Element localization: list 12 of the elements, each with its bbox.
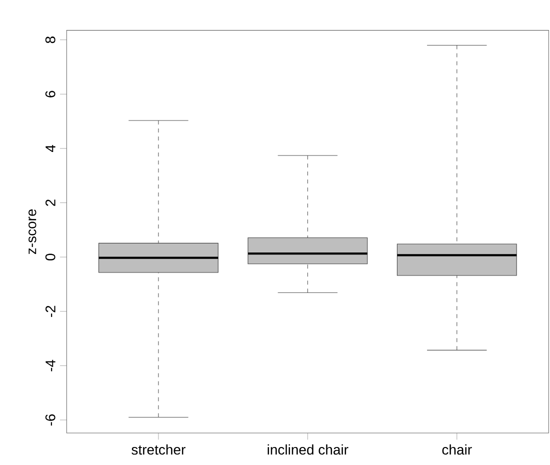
y-tick-label: 4 — [46, 144, 56, 152]
y-tick-label: 6 — [45, 90, 56, 98]
x-tick-label: chair — [442, 444, 472, 455]
y-axis-title: z-score — [28, 209, 36, 254]
x-tick-label: inclined chair — [268, 444, 348, 455]
y-tick-label: -2 — [46, 306, 56, 317]
x-tick-label: stretcher — [132, 444, 186, 455]
y-tick-label: -6 — [45, 414, 56, 426]
y-tick-label: 0 — [45, 254, 56, 260]
y-tick-label: 2 — [46, 200, 56, 206]
y-tick-label: -4 — [46, 360, 56, 372]
y-tick-label: 8 — [45, 36, 56, 44]
